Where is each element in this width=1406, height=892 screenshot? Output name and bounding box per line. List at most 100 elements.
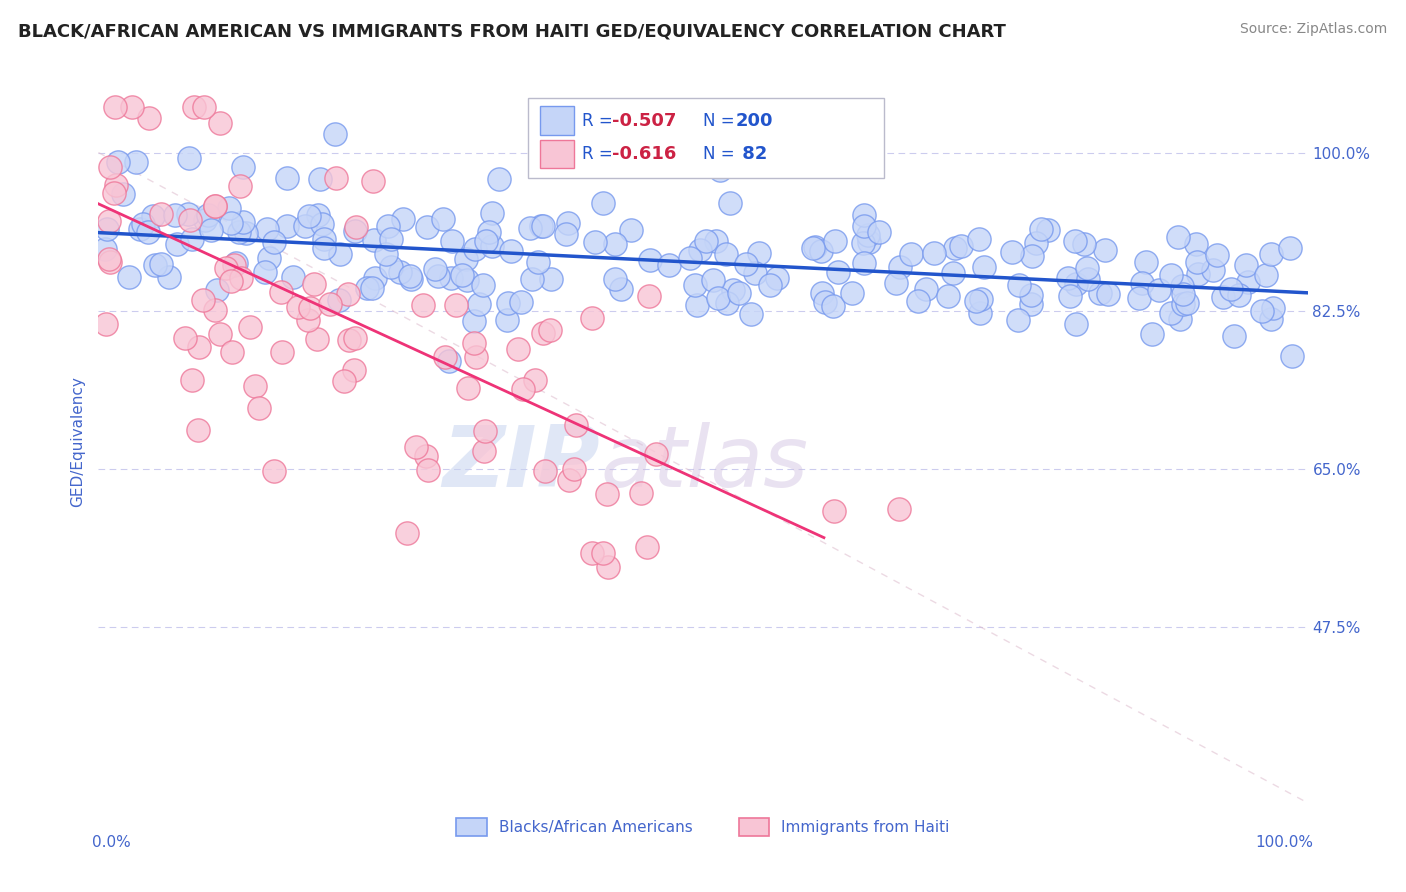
Point [735, 257, 758, 271]
Point [1185, 254, 1208, 268]
Point [1057, 271, 1080, 285]
Point [434, 350, 457, 364]
Point [527, 254, 550, 268]
Point [1173, 297, 1195, 311]
Point [312, 241, 335, 255]
Point [361, 174, 384, 188]
Point [143, 258, 166, 272]
Point [1097, 286, 1119, 301]
Point [495, 313, 517, 327]
Point [166, 237, 188, 252]
Point [98, 255, 121, 269]
Point [183, 100, 205, 114]
Text: N =: N = [703, 145, 740, 163]
Point [425, 261, 447, 276]
Point [531, 219, 554, 234]
Point [509, 294, 531, 309]
Point [1140, 327, 1163, 342]
Point [239, 319, 262, 334]
Point [596, 560, 619, 574]
Point [821, 299, 844, 313]
Point [1223, 329, 1246, 343]
Point [942, 266, 965, 280]
Point [1008, 278, 1031, 293]
Point [853, 208, 876, 222]
Point [1149, 284, 1171, 298]
Point [132, 217, 155, 231]
Point [298, 209, 321, 223]
Point [531, 326, 554, 340]
Point [810, 244, 832, 258]
Point [344, 220, 367, 235]
Point [636, 541, 658, 555]
Point [922, 245, 945, 260]
Point [969, 306, 991, 320]
Point [395, 525, 418, 540]
Point [1064, 277, 1087, 291]
Point [827, 265, 849, 279]
Point [1160, 306, 1182, 320]
Point [824, 235, 846, 249]
Point [852, 235, 875, 250]
Point [364, 271, 387, 285]
Point [193, 100, 215, 114]
Point [758, 278, 780, 293]
Point [638, 252, 661, 267]
Point [592, 546, 614, 560]
Point [125, 154, 148, 169]
Point [98, 214, 121, 228]
Point [814, 295, 837, 310]
Point [344, 224, 367, 238]
Point [1007, 312, 1029, 326]
Point [721, 283, 744, 297]
Point [1220, 282, 1243, 296]
Point [1031, 222, 1053, 236]
Point [499, 244, 522, 258]
Point [1019, 288, 1042, 302]
Point [1173, 287, 1195, 301]
Point [312, 232, 335, 246]
Point [620, 223, 643, 237]
Point [967, 232, 990, 246]
Point [1135, 255, 1157, 269]
Point [270, 285, 292, 300]
Point [581, 310, 603, 325]
Point [685, 277, 707, 292]
Point [215, 261, 238, 276]
Point [232, 160, 254, 174]
Point [695, 234, 717, 248]
Point [644, 447, 666, 461]
Point [444, 298, 467, 312]
Point [530, 219, 553, 234]
Point [197, 208, 219, 222]
Point [478, 225, 501, 239]
Point [136, 225, 159, 239]
Point [174, 331, 197, 345]
Point [686, 298, 709, 312]
Point [630, 486, 652, 500]
Point [581, 546, 603, 560]
Point [319, 297, 342, 311]
Point [727, 285, 749, 300]
Point [520, 272, 543, 286]
Point [356, 281, 378, 295]
Point [1185, 236, 1208, 251]
Point [1130, 276, 1153, 290]
Point [709, 163, 731, 178]
Text: atlas: atlas [600, 422, 808, 505]
Point [263, 235, 285, 249]
Point [1021, 248, 1043, 262]
Point [94, 317, 117, 331]
Point [299, 301, 322, 315]
Point [748, 246, 770, 260]
Point [129, 221, 152, 235]
Point [337, 287, 360, 301]
Point [457, 381, 479, 395]
Point [592, 196, 614, 211]
Point [475, 234, 498, 248]
Point [1234, 258, 1257, 272]
Point [506, 342, 529, 356]
Point [309, 171, 332, 186]
Point [311, 218, 333, 232]
Point [98, 252, 121, 266]
